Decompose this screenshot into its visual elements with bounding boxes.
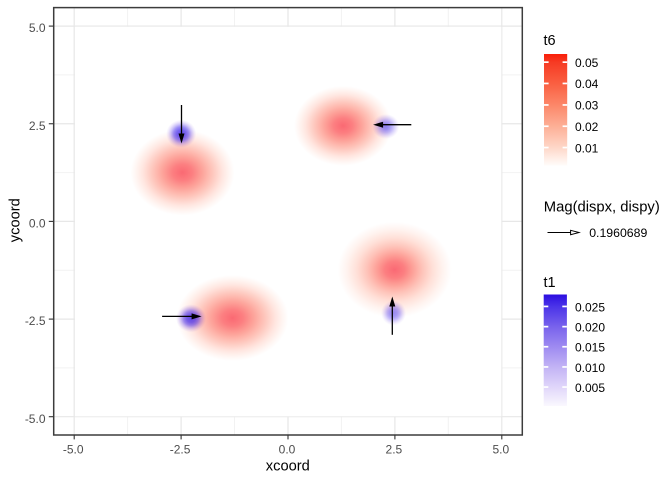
svg-text:2.5: 2.5 bbox=[29, 119, 46, 133]
svg-text:0.005: 0.005 bbox=[575, 381, 605, 395]
svg-text:5.0: 5.0 bbox=[492, 442, 509, 456]
svg-text:0.0: 0.0 bbox=[29, 217, 46, 231]
svg-text:-5.0: -5.0 bbox=[63, 442, 84, 456]
svg-text:0.01: 0.01 bbox=[575, 141, 599, 155]
svg-text:2.5: 2.5 bbox=[386, 442, 403, 456]
svg-text:0.02: 0.02 bbox=[575, 120, 599, 134]
svg-text:0.1960689: 0.1960689 bbox=[589, 226, 647, 240]
svg-text:0.025: 0.025 bbox=[575, 300, 605, 314]
svg-text:t1: t1 bbox=[544, 275, 556, 291]
svg-text:5.0: 5.0 bbox=[29, 21, 46, 35]
svg-text:-5.0: -5.0 bbox=[25, 412, 46, 426]
svg-text:0.04: 0.04 bbox=[575, 77, 599, 91]
svg-text:-2.5: -2.5 bbox=[25, 314, 46, 328]
svg-text:-2.5: -2.5 bbox=[170, 442, 191, 456]
svg-text:0.020: 0.020 bbox=[575, 321, 605, 335]
svg-text:Mag(dispx, dispy): Mag(dispx, dispy) bbox=[544, 199, 660, 215]
svg-text:0.03: 0.03 bbox=[575, 99, 599, 113]
svg-text:t6: t6 bbox=[544, 33, 556, 49]
svg-text:0.05: 0.05 bbox=[575, 56, 599, 70]
svg-text:0.010: 0.010 bbox=[575, 361, 605, 375]
svg-text:xcoord: xcoord bbox=[266, 458, 310, 474]
svg-text:0.015: 0.015 bbox=[575, 341, 605, 355]
svg-text:0.0: 0.0 bbox=[279, 442, 296, 456]
svg-text:ycoord: ycoord bbox=[7, 198, 23, 242]
